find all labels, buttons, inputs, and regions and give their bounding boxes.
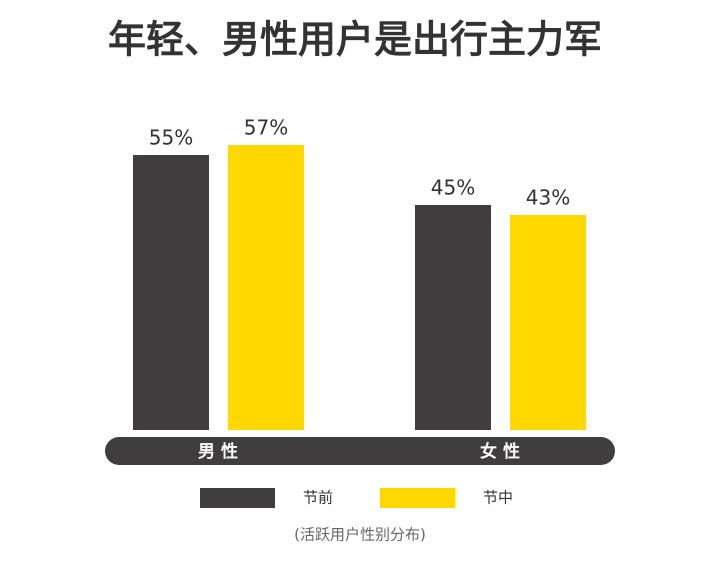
category-band [105, 437, 615, 465]
bar [415, 205, 491, 430]
footnote: (活跃用户性别分布) [294, 526, 426, 544]
category-label: 女 性 [480, 441, 520, 462]
value-label: 55% [149, 126, 193, 150]
legend-label: 节中 [483, 489, 513, 507]
value-label: 57% [244, 116, 288, 140]
bar [133, 155, 209, 430]
legend-swatch [200, 488, 275, 508]
bar [228, 145, 304, 430]
category-label: 男 性 [198, 441, 238, 462]
chart-title: 年轻、男性用户是出行主力军 [108, 18, 602, 62]
legend-swatch [380, 488, 455, 508]
legend-label: 节前 [303, 489, 333, 507]
value-label: 43% [526, 186, 570, 210]
bar [510, 215, 586, 430]
value-label: 45% [431, 176, 475, 200]
